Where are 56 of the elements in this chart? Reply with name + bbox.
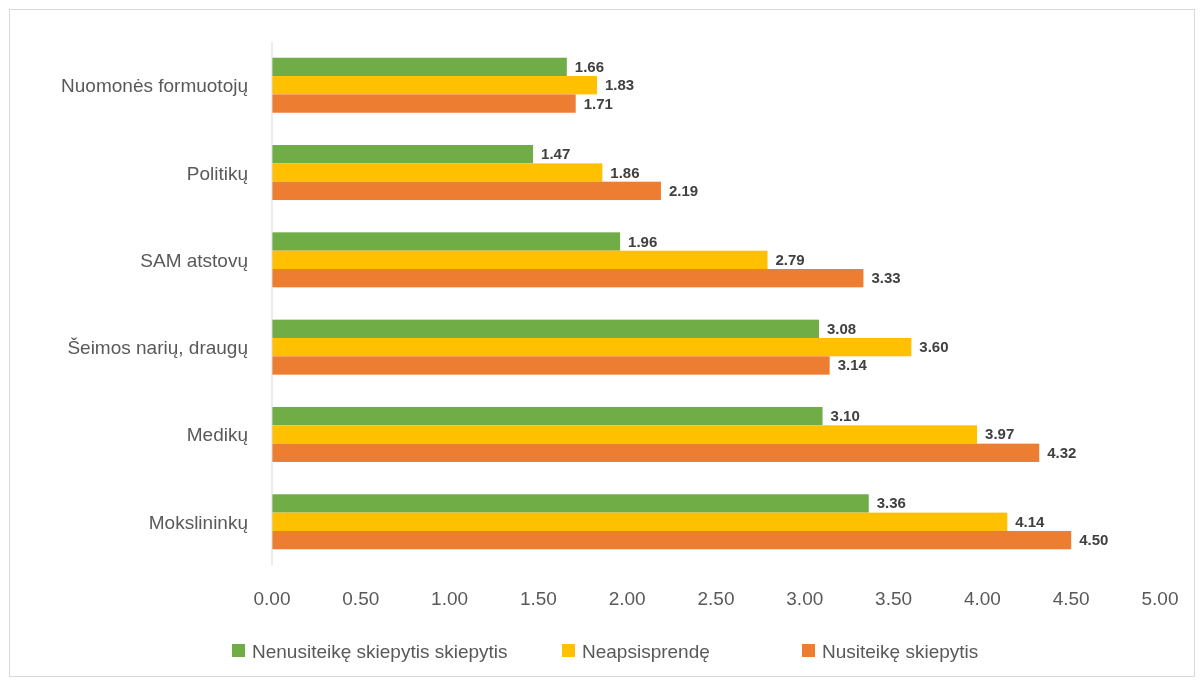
legend-label: Nusiteikę skiepytis bbox=[822, 641, 979, 662]
y-tick-label: Mokslininkų bbox=[148, 511, 248, 533]
bar bbox=[272, 269, 864, 288]
x-tick-label: 4.00 bbox=[963, 588, 1001, 609]
data-label: 4.32 bbox=[1047, 443, 1077, 461]
data-label: 1.86 bbox=[610, 163, 640, 181]
bar bbox=[272, 319, 820, 338]
bar bbox=[272, 163, 603, 182]
data-label: 1.66 bbox=[574, 57, 605, 75]
bar bbox=[272, 406, 823, 426]
data-label: 4.50 bbox=[1079, 531, 1109, 549]
bar bbox=[272, 57, 567, 77]
data-label: 3.97 bbox=[985, 425, 1015, 443]
data-label: 2.19 bbox=[668, 181, 699, 199]
data-label: 1.83 bbox=[605, 76, 635, 94]
data-label: 1.47 bbox=[541, 145, 571, 163]
data-label: 1.96 bbox=[628, 232, 658, 250]
y-tick-label: Politikų bbox=[186, 162, 248, 184]
y-tick-label: Medikų bbox=[186, 424, 248, 446]
x-tick-label: 5.00 bbox=[1141, 588, 1179, 609]
bar bbox=[272, 76, 598, 95]
bar bbox=[272, 443, 1040, 462]
legend-label: Neapsisprendę bbox=[582, 641, 710, 662]
data-label: 3.10 bbox=[830, 407, 860, 425]
x-tick-label: 4.50 bbox=[1052, 588, 1090, 609]
x-tick-label: 2.50 bbox=[697, 588, 735, 609]
bar bbox=[272, 494, 869, 513]
y-tick-label: Nuomonės formuotojų bbox=[61, 75, 248, 97]
x-tick-label: 1.50 bbox=[519, 588, 557, 609]
x-tick-label: 3.50 bbox=[875, 588, 913, 609]
data-label: 3.36 bbox=[876, 494, 906, 512]
data-label: 4.14 bbox=[1015, 512, 1046, 530]
data-label: 3.08 bbox=[827, 319, 857, 337]
bar bbox=[272, 337, 912, 357]
bar bbox=[272, 181, 661, 201]
bar bbox=[272, 94, 576, 113]
y-tick-label: SAM atstovų bbox=[140, 249, 248, 271]
bar bbox=[272, 356, 830, 375]
data-label: 3.14 bbox=[837, 356, 868, 374]
x-tick-label: 2.00 bbox=[608, 588, 646, 609]
x-tick-label: 0.00 bbox=[253, 588, 291, 609]
x-tick-label: 3.00 bbox=[786, 588, 824, 609]
data-label: 2.79 bbox=[775, 250, 805, 268]
data-label: 3.60 bbox=[919, 338, 949, 356]
bar bbox=[272, 145, 534, 164]
legend-label: Nenusiteikę skiepytis skiepytis bbox=[252, 641, 508, 662]
bar bbox=[272, 512, 1008, 531]
data-label: 1.71 bbox=[583, 94, 613, 112]
data-label: 3.33 bbox=[871, 269, 901, 287]
x-tick-label: 1.00 bbox=[431, 588, 469, 609]
bar bbox=[272, 232, 621, 251]
bar bbox=[272, 530, 1072, 550]
bar bbox=[272, 425, 978, 444]
y-tick-label: Šeimos narių, draugų bbox=[67, 337, 248, 359]
x-tick-label: 0.50 bbox=[342, 588, 380, 609]
bar bbox=[272, 250, 768, 270]
